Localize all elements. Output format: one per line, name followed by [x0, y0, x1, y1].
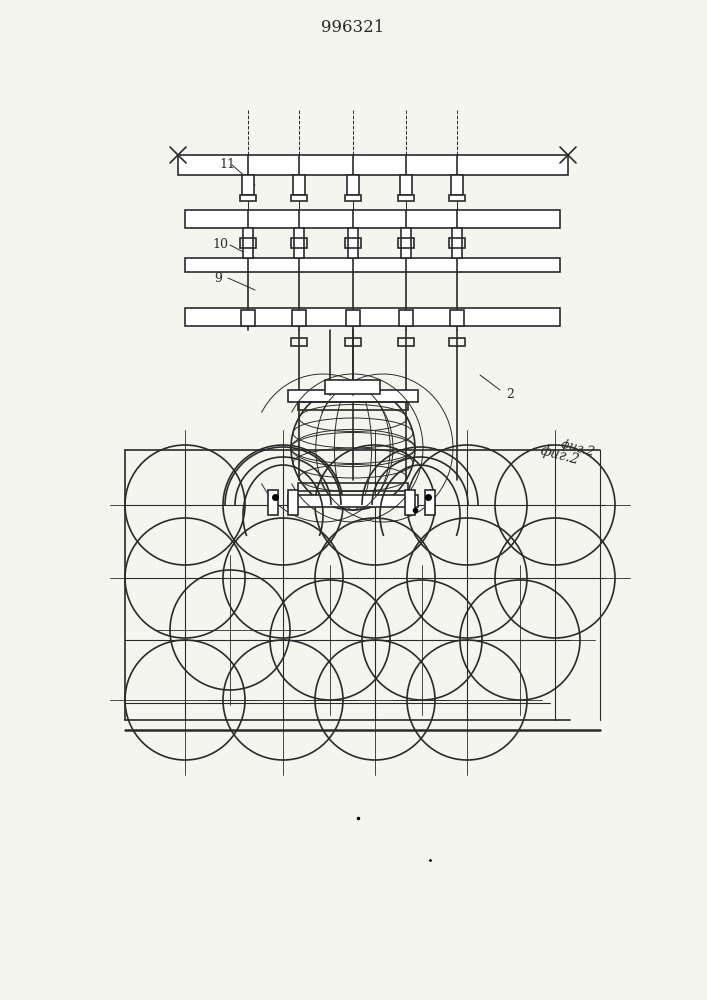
Bar	[347, 175, 359, 195]
Bar	[452, 228, 462, 258]
Bar	[401, 228, 411, 258]
Bar	[240, 195, 256, 201]
Bar	[451, 175, 463, 195]
Bar	[291, 195, 307, 201]
Bar	[400, 175, 412, 195]
Bar	[449, 238, 465, 248]
Bar	[398, 338, 414, 346]
Bar	[291, 238, 307, 248]
Text: 10: 10	[212, 238, 228, 251]
Bar	[178, 155, 568, 175]
Bar	[348, 228, 358, 258]
Bar	[398, 238, 414, 248]
Text: 9: 9	[214, 271, 222, 284]
Bar	[241, 310, 255, 326]
Bar	[398, 195, 414, 201]
Bar	[185, 308, 560, 326]
Bar	[405, 490, 415, 515]
Bar	[293, 175, 305, 195]
Bar	[298, 402, 408, 410]
Text: 11: 11	[219, 158, 235, 172]
Bar	[185, 210, 560, 228]
Bar	[449, 338, 465, 346]
Bar	[298, 483, 408, 491]
Bar	[242, 175, 254, 195]
Bar	[288, 490, 298, 515]
Bar	[294, 228, 304, 258]
Bar	[345, 195, 361, 201]
Bar	[292, 310, 306, 326]
Text: 2: 2	[506, 388, 514, 401]
Text: фиг.2: фиг.2	[539, 443, 581, 467]
Bar	[185, 258, 560, 272]
Bar	[449, 195, 465, 201]
Bar	[399, 310, 413, 326]
Bar	[450, 310, 464, 326]
Bar	[291, 338, 307, 346]
Text: $\phi$иг.2: $\phi$иг.2	[558, 435, 597, 461]
Bar	[240, 238, 256, 248]
Text: 996321: 996321	[321, 19, 385, 36]
Bar	[325, 380, 380, 394]
Bar	[288, 390, 418, 402]
Bar	[243, 228, 253, 258]
Bar	[346, 310, 360, 326]
Bar	[288, 495, 418, 507]
Bar	[345, 238, 361, 248]
Bar	[425, 490, 435, 515]
Bar	[268, 490, 278, 515]
Bar	[345, 338, 361, 346]
